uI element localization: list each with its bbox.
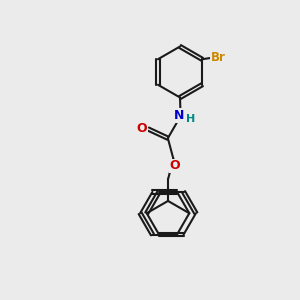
Text: O: O bbox=[136, 122, 147, 135]
Text: Br: Br bbox=[211, 51, 225, 64]
Text: O: O bbox=[169, 159, 180, 172]
Text: N: N bbox=[174, 109, 184, 122]
Text: H: H bbox=[186, 113, 195, 124]
